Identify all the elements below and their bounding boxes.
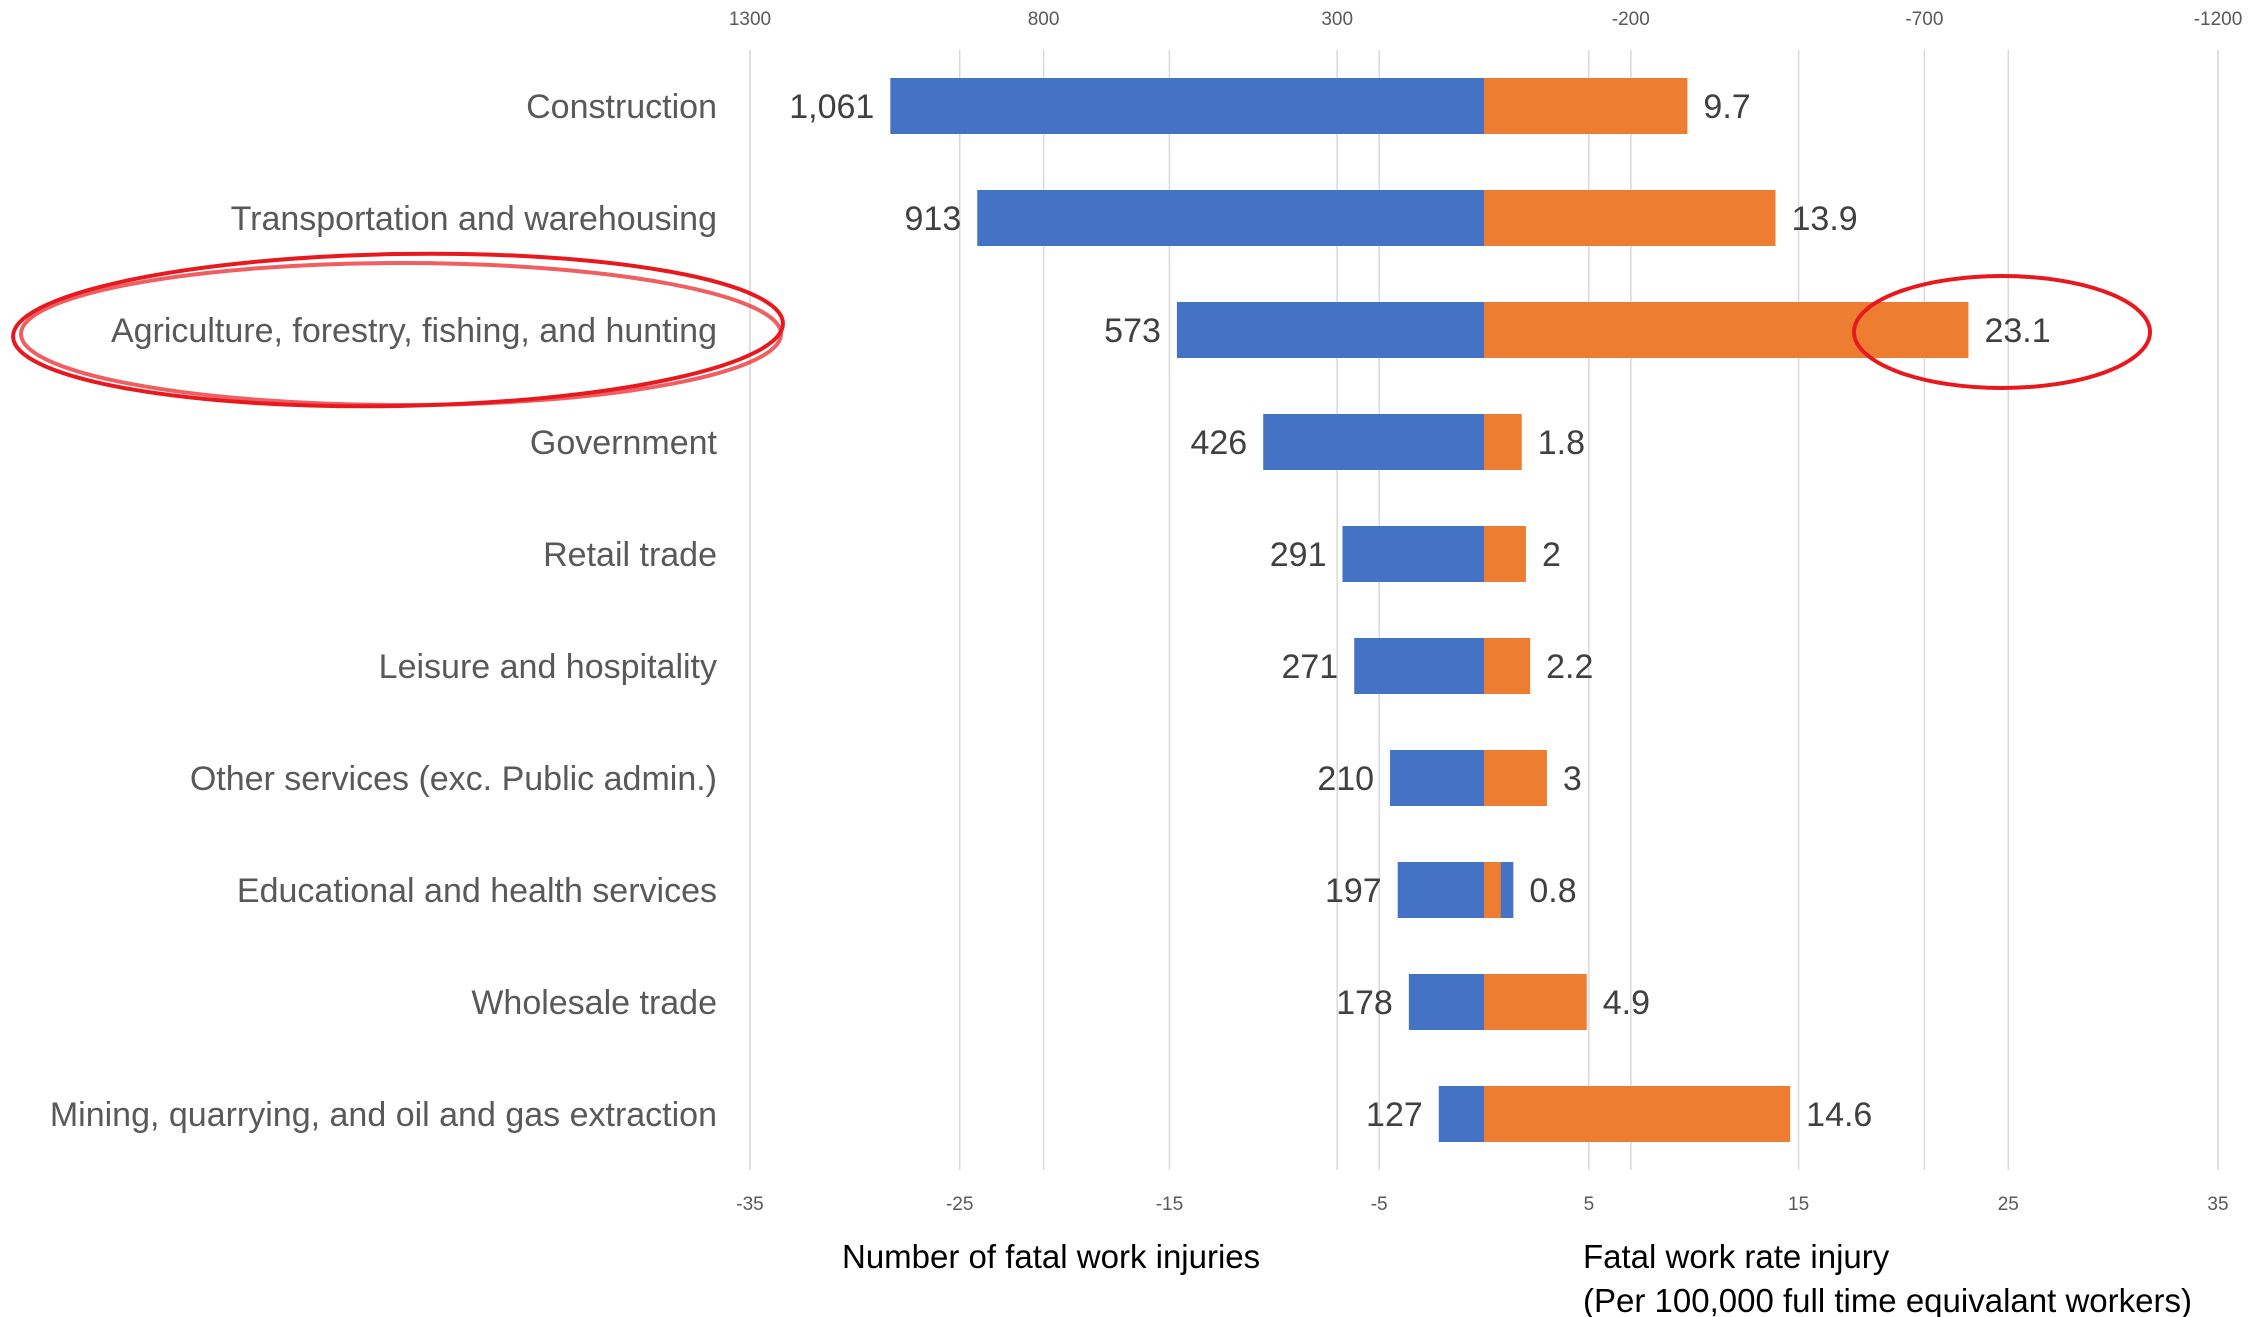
right-axis-title-line2: (Per 100,000 full time equivalant worker… bbox=[1583, 1282, 2192, 1317]
bar-rate-educational-and-health-services bbox=[1484, 862, 1501, 918]
data-label-rate-retail-trade: 2 bbox=[1542, 536, 1561, 574]
category-labels: Construction Transportation and warehousi… bbox=[50, 88, 718, 1134]
data-label-rate-construction: 9.7 bbox=[1703, 88, 1750, 126]
category-label-other-services-exc-public-admin: Other services (exc. Public admin.) bbox=[190, 760, 717, 798]
bar-injuries-government bbox=[1263, 414, 1514, 470]
top-tick-label: -200 bbox=[1612, 9, 1650, 30]
bottom-tick-label: -35 bbox=[736, 1194, 763, 1215]
data-label-injuries-transportation-and-warehousing: 913 bbox=[905, 200, 962, 238]
top-tick-label: -1200 bbox=[2194, 9, 2243, 30]
data-label-injuries-other-services-exc-public-admin: 210 bbox=[1317, 760, 1374, 798]
bar-rate-other-services-exc-public-admin bbox=[1484, 750, 1547, 806]
bar-injuries-agriculture-forestry-fishing-and-hunting bbox=[1176, 302, 1514, 358]
category-label-wholesale-trade: Wholesale trade bbox=[471, 984, 717, 1022]
data-label-rate-educational-and-health-services: 0.8 bbox=[1529, 872, 1576, 910]
category-label-retail-trade: Retail trade bbox=[543, 536, 717, 574]
data-label-injuries-government: 426 bbox=[1190, 424, 1247, 462]
bar-rate-construction bbox=[1484, 78, 1688, 134]
data-label-rate-mining-quarrying-and-oil-and-gas-extraction: 14.6 bbox=[1806, 1096, 1872, 1134]
bar-rate-wholesale-trade bbox=[1484, 974, 1587, 1030]
data-label-rate-agriculture-forestry-fishing-and-hunting: 23.1 bbox=[1984, 312, 2050, 350]
data-label-injuries-retail-trade: 291 bbox=[1270, 536, 1327, 574]
category-label-agriculture-forestry-fishing-and-hunting: Agriculture, forestry, fishing, and hunt… bbox=[111, 312, 717, 350]
bottom-axis-ticks: -35 -25 -15 -5 5 15 25 35 bbox=[736, 1194, 2228, 1215]
category-label-leisure-and-hospitality: Leisure and hospitality bbox=[379, 648, 717, 686]
data-label-rate-transportation-and-warehousing: 13.9 bbox=[1792, 200, 1858, 238]
highlight-ring-category-inner bbox=[19, 261, 783, 407]
category-label-transportation-and-warehousing: Transportation and warehousing bbox=[231, 200, 717, 238]
category-label-construction: Construction bbox=[526, 88, 717, 126]
bar-rate-mining-quarrying-and-oil-and-gas-extraction bbox=[1484, 1086, 1791, 1142]
top-tick-label: 300 bbox=[1321, 9, 1353, 30]
right-axis-title-line1: Fatal work rate injury bbox=[1583, 1238, 1890, 1275]
left-axis-title: Number of fatal work injuries bbox=[842, 1238, 1260, 1275]
data-label-injuries-agriculture-forestry-fishing-and-hunting: 573 bbox=[1104, 312, 1161, 350]
top-tick-label: 1300 bbox=[729, 9, 771, 30]
top-axis-ticks: 1300 800 300 -200 -700 -1200 bbox=[729, 9, 2242, 30]
category-label-educational-and-health-services: Educational and health services bbox=[237, 872, 717, 910]
bottom-tick-label: 5 bbox=[1584, 1194, 1595, 1215]
top-tick-label: -700 bbox=[1905, 9, 1943, 30]
category-label-mining-quarrying-and-oil-and-gas-extraction: Mining, quarrying, and oil and gas extra… bbox=[50, 1096, 717, 1134]
data-label-injuries-educational-and-health-services: 197 bbox=[1325, 872, 1382, 910]
data-label-injuries-construction: 1,061 bbox=[789, 88, 874, 126]
bars bbox=[890, 78, 1969, 1142]
bar-injuries-transportation-and-warehousing bbox=[977, 190, 1514, 246]
bottom-tick-label: 25 bbox=[1998, 1194, 2019, 1215]
data-labels: 1,061 9.7 913 13.9 573 23.1 426 1.8 291 2 271 2.2 21… bbox=[789, 88, 2050, 1134]
bar-rate-government bbox=[1484, 414, 1522, 470]
data-label-rate-other-services-exc-public-admin: 3 bbox=[1563, 760, 1582, 798]
highlight-annotations bbox=[11, 251, 2152, 409]
bottom-tick-label: -15 bbox=[1156, 1194, 1183, 1215]
bottom-tick-label: 35 bbox=[2207, 1194, 2228, 1215]
highlight-ring-value bbox=[1852, 274, 2152, 390]
category-label-government: Government bbox=[530, 424, 718, 462]
bar-rate-leisure-and-hospitality bbox=[1484, 638, 1531, 694]
bar-rate-agriculture-forestry-fishing-and-hunting bbox=[1484, 302, 1969, 358]
bottom-tick-label: -25 bbox=[946, 1194, 973, 1215]
data-label-injuries-leisure-and-hospitality: 271 bbox=[1281, 648, 1338, 686]
bar-rate-retail-trade bbox=[1484, 526, 1526, 582]
data-label-injuries-wholesale-trade: 178 bbox=[1336, 984, 1393, 1022]
bar-rate-transportation-and-warehousing bbox=[1484, 190, 1776, 246]
bottom-tick-label: -5 bbox=[1371, 1194, 1388, 1215]
top-tick-label: 800 bbox=[1028, 9, 1060, 30]
data-label-rate-wholesale-trade: 4.9 bbox=[1603, 984, 1650, 1022]
bottom-tick-label: 15 bbox=[1788, 1194, 1809, 1215]
data-label-rate-government: 1.8 bbox=[1538, 424, 1585, 462]
bar-injuries-construction bbox=[890, 78, 1514, 134]
data-label-injuries-mining-quarrying-and-oil-and-gas-extraction: 127 bbox=[1366, 1096, 1423, 1134]
data-label-rate-leisure-and-hospitality: 2.2 bbox=[1546, 648, 1593, 686]
